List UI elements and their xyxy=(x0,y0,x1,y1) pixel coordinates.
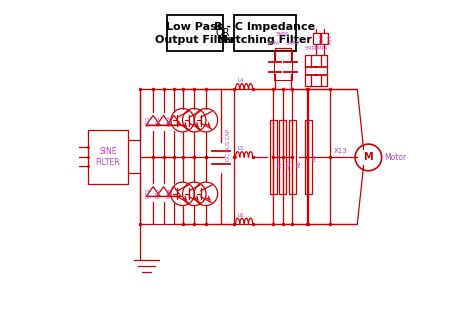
Text: R7: R7 xyxy=(277,160,282,167)
Text: 5MPA: 5MPA xyxy=(314,46,328,51)
Text: L5: L5 xyxy=(237,147,244,151)
Bar xyxy=(289,120,296,194)
Bar xyxy=(167,15,223,51)
Text: D20: D20 xyxy=(155,116,161,126)
Text: D19: D19 xyxy=(166,116,171,126)
Text: D24: D24 xyxy=(166,187,171,197)
Text: D23: D23 xyxy=(155,187,161,197)
Text: R10: R10 xyxy=(320,33,325,44)
Text: OR: OR xyxy=(216,28,230,38)
Text: R12: R12 xyxy=(287,159,292,169)
Text: 5MPA: 5MPA xyxy=(276,31,290,37)
Text: D21: D21 xyxy=(145,116,150,126)
Bar xyxy=(270,120,277,194)
Text: L6: L6 xyxy=(237,213,244,218)
Bar xyxy=(88,130,128,183)
Bar xyxy=(313,33,319,44)
Text: D22: D22 xyxy=(145,187,150,197)
Bar xyxy=(274,51,292,80)
Text: 5MPA: 5MPA xyxy=(267,41,280,46)
Text: X13: X13 xyxy=(334,148,347,154)
Text: DC BUS CAP: DC BUS CAP xyxy=(226,129,231,161)
Text: Low Pass
Output Filter: Low Pass Output Filter xyxy=(155,22,236,45)
Bar xyxy=(305,54,327,86)
Text: R - C Impedance
Matching Filter: R - C Impedance Matching Filter xyxy=(214,22,315,45)
Text: SINE
FILTER: SINE FILTER xyxy=(96,147,120,167)
Text: 5MPA: 5MPA xyxy=(305,46,318,51)
Bar xyxy=(320,33,328,44)
Bar xyxy=(280,120,286,194)
Text: R9: R9 xyxy=(312,154,317,161)
Bar xyxy=(305,120,312,194)
Text: R11: R11 xyxy=(328,33,333,44)
Text: L4: L4 xyxy=(237,78,244,83)
Text: 5MPA: 5MPA xyxy=(286,41,299,46)
Text: M: M xyxy=(364,152,373,162)
Text: Motor: Motor xyxy=(384,153,407,162)
Bar xyxy=(234,15,296,51)
Text: R8: R8 xyxy=(296,160,301,167)
